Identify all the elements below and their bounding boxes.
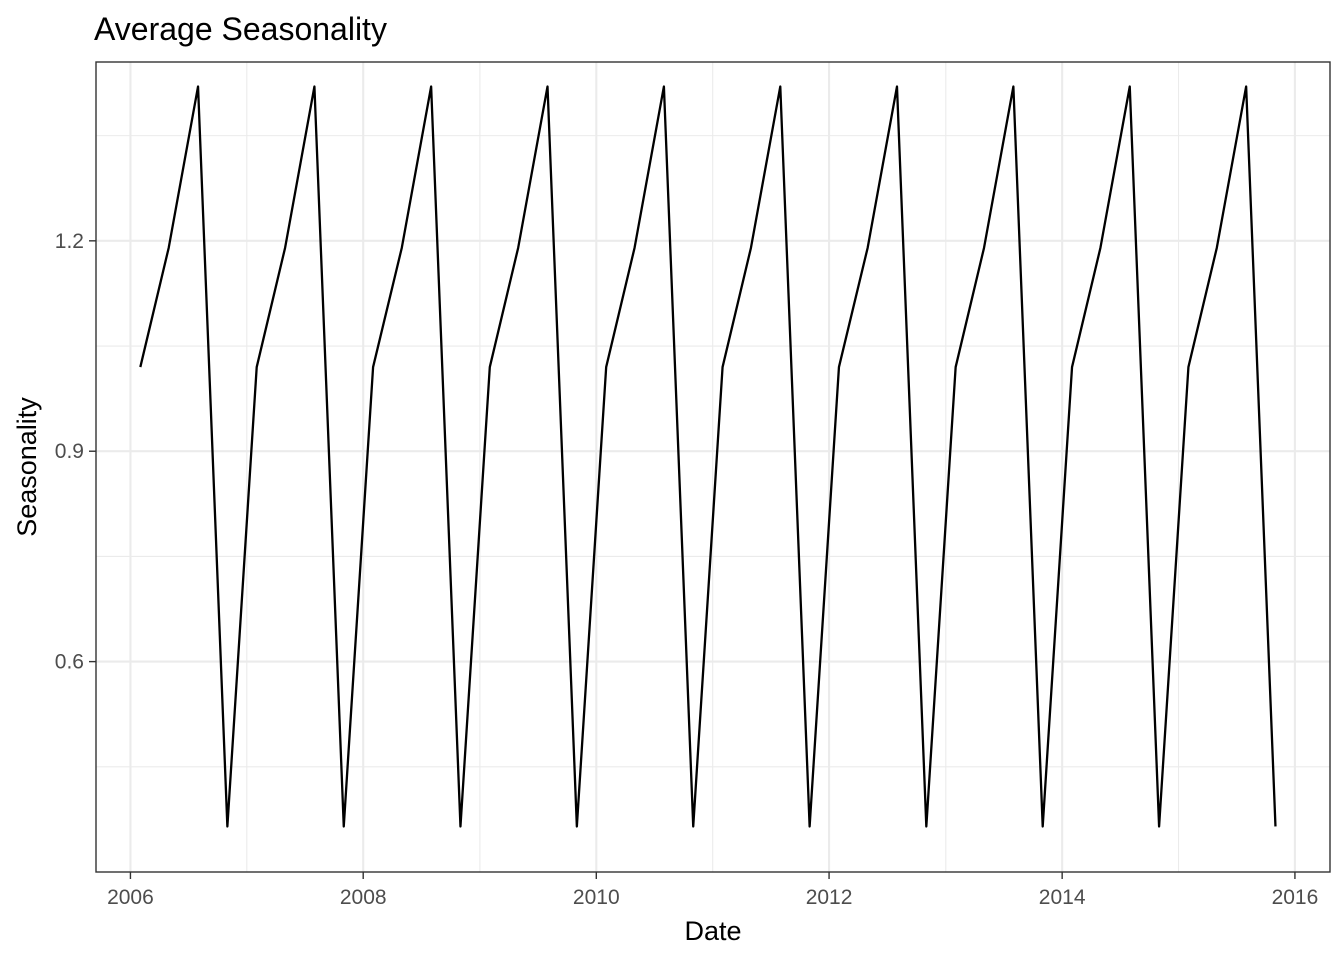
- y-axis: 0.6 0.9 1.2: [55, 230, 96, 674]
- chart-title: Average Seasonality: [94, 11, 387, 47]
- x-tick-label: 2008: [340, 886, 387, 909]
- y-tick-label: 0.9: [55, 440, 84, 463]
- x-tick-label: 2012: [806, 886, 853, 909]
- y-axis-title: Seasonality: [12, 397, 42, 537]
- x-tick-label: 2010: [573, 886, 620, 909]
- x-tick-label: 2016: [1272, 886, 1319, 909]
- grid: [96, 62, 1330, 872]
- plot-panel-border: [95, 61, 1331, 873]
- seasonality-series-line: [139, 85, 1277, 828]
- x-axis: 2006 2008 2010 2012 2014 2016: [107, 872, 1318, 909]
- x-tick-label: 2014: [1039, 886, 1086, 909]
- x-axis-title: Date: [684, 916, 741, 946]
- y-tick-label: 0.6: [55, 651, 84, 674]
- series-layer: [139, 85, 1277, 828]
- y-tick-label: 1.2: [55, 230, 84, 253]
- x-tick-label: 2006: [107, 886, 154, 909]
